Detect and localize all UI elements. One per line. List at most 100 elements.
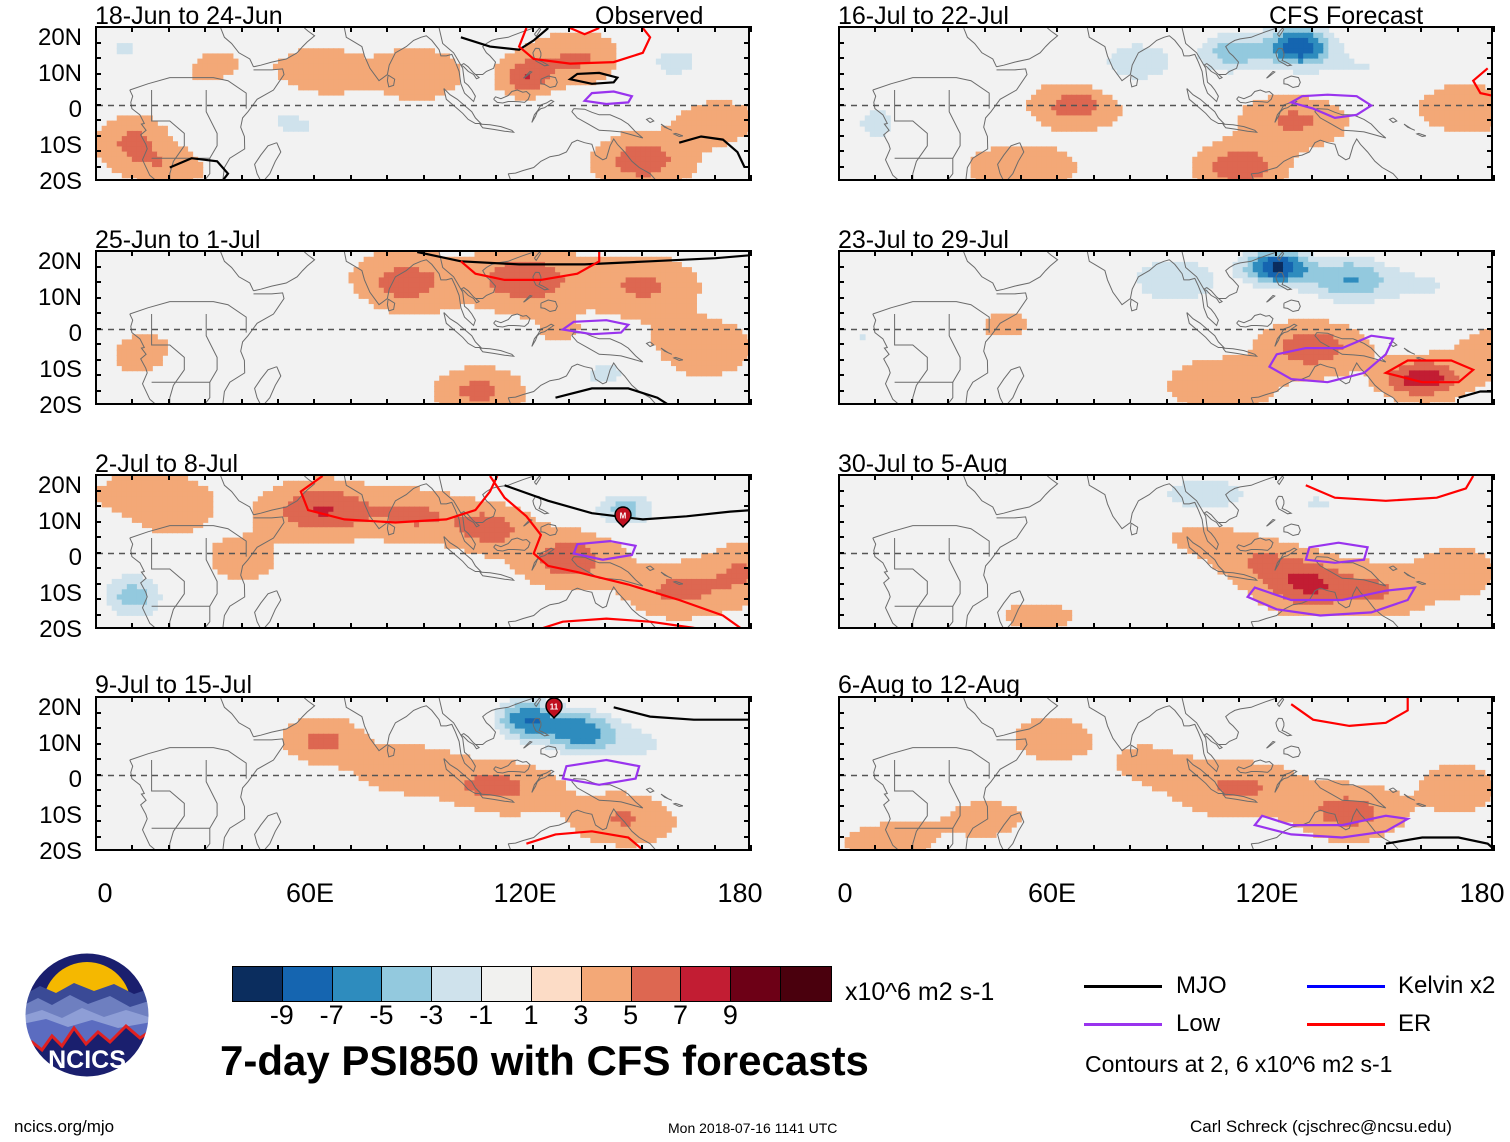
y-tickmark xyxy=(838,505,844,507)
x-tickmark xyxy=(1092,175,1095,181)
x-tickmark xyxy=(95,26,97,32)
x-tickmark xyxy=(1019,175,1022,181)
x-tickmark xyxy=(1056,175,1059,181)
x-tickmark xyxy=(1019,696,1022,702)
x-tickmark xyxy=(713,696,716,702)
y-tickmark xyxy=(1487,727,1493,729)
y-tickmark xyxy=(1487,758,1493,760)
x-tickmark xyxy=(1347,399,1350,405)
coastlines xyxy=(129,252,684,403)
x-tickmark xyxy=(604,845,607,851)
y-tickmark xyxy=(95,374,101,376)
x-tickmark xyxy=(531,696,534,702)
legend-swatch-er xyxy=(1307,1023,1385,1026)
x-tickmark xyxy=(1056,26,1059,32)
y-tickmark xyxy=(744,727,750,729)
y-tickmark xyxy=(838,789,844,791)
storm-marker: M xyxy=(612,506,634,529)
x-tickmark xyxy=(131,845,134,851)
x-tickmark xyxy=(604,175,607,181)
panel-title: 25-Jun to 1-Jul xyxy=(95,226,261,254)
x-tickmark xyxy=(1347,474,1350,480)
x-tickmark xyxy=(1056,845,1059,851)
y-tickmark xyxy=(95,582,101,585)
y-tickmark xyxy=(838,804,844,807)
y-tickmark xyxy=(95,551,101,554)
y-tickmark xyxy=(95,758,101,760)
y-tickmark xyxy=(1487,265,1493,268)
ytick-label-20S: 20S xyxy=(39,168,82,195)
column-header-cfs-forecast: CFS Forecast xyxy=(1269,2,1424,30)
wave-contours xyxy=(169,28,746,179)
x-tickmark xyxy=(604,696,607,702)
x-tickmark xyxy=(640,696,643,702)
y-tickmark xyxy=(838,773,844,776)
y-tickmark xyxy=(95,711,101,714)
y-tickmark xyxy=(838,389,844,392)
y-tickmark xyxy=(838,312,844,314)
x-tickmark xyxy=(1129,696,1132,702)
map-p1 xyxy=(95,26,750,181)
y-tickmark xyxy=(838,296,844,299)
xtick-label-60E: 60E xyxy=(1027,878,1077,908)
x-tickmark xyxy=(349,399,352,405)
x-tickmark xyxy=(1420,696,1423,702)
x-tickmark xyxy=(1092,399,1095,405)
x-tickmark xyxy=(240,845,243,851)
y-tickmark xyxy=(1487,281,1493,283)
x-tickmark xyxy=(1129,250,1132,256)
ytick-label-20S: 20S xyxy=(39,838,82,865)
coastlines xyxy=(872,252,1427,403)
x-tickmark xyxy=(677,250,680,256)
x-tickmark xyxy=(1311,845,1314,851)
x-tickmark xyxy=(1493,696,1495,702)
contour-note: Contours at 2, 6 x10^6 m2 s-1 xyxy=(1085,1051,1393,1077)
x-tickmark xyxy=(167,26,170,32)
x-tickmark xyxy=(458,696,461,702)
x-tickmark xyxy=(240,26,243,32)
x-tickmark xyxy=(95,399,97,405)
x-tickmark xyxy=(1092,845,1095,851)
x-tickmark xyxy=(713,399,716,405)
x-tickmark xyxy=(1238,696,1241,702)
y-tickmark xyxy=(1487,598,1493,600)
x-tickmark xyxy=(1274,175,1277,181)
ytick-label-10S: 10S xyxy=(39,580,82,607)
x-tickmark xyxy=(313,474,316,480)
x-tickmark xyxy=(131,175,134,181)
map-p4 xyxy=(95,696,750,851)
colorbar-units-label: x10^6 m2 s-1 xyxy=(845,978,995,1006)
wave-contours xyxy=(1288,67,1491,120)
y-tickmark xyxy=(95,804,101,807)
x-tickmark xyxy=(1493,399,1495,405)
x-tickmark xyxy=(604,250,607,256)
wave-contours xyxy=(1245,476,1475,617)
x-tickmark xyxy=(1347,696,1350,702)
y-tickmark xyxy=(744,374,750,376)
x-tickmark xyxy=(131,26,134,32)
x-tickmark xyxy=(276,623,279,629)
footer-link[interactable]: ncics.org/mjo xyxy=(14,1117,115,1136)
y-tickmark xyxy=(744,835,750,838)
y-tickmark xyxy=(1487,551,1493,554)
x-tickmark xyxy=(1347,175,1350,181)
x-tickmark xyxy=(422,696,425,702)
x-tickmark xyxy=(1347,623,1350,629)
y-tickmark xyxy=(95,536,101,538)
x-tickmark xyxy=(1019,26,1022,32)
x-tickmark xyxy=(1092,474,1095,480)
coastlines xyxy=(872,476,1427,627)
x-tickmark xyxy=(458,623,461,629)
y-tickmark xyxy=(838,598,844,600)
x-tickmark xyxy=(1238,845,1241,851)
coastlines xyxy=(872,698,1427,849)
wave-contours xyxy=(1267,334,1491,399)
y-tickmark xyxy=(744,582,750,585)
x-tickmark xyxy=(495,175,498,181)
x-tickmark xyxy=(874,399,877,405)
y-tickmark xyxy=(744,265,750,268)
y-tickmark xyxy=(744,358,750,361)
y-tickmark xyxy=(744,389,750,392)
x-tickmark xyxy=(1201,474,1204,480)
x-tickmark xyxy=(495,623,498,629)
